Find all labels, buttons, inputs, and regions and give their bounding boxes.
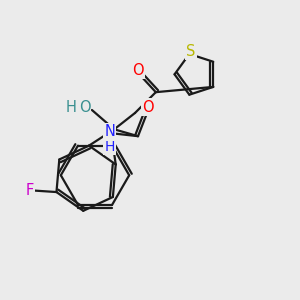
Text: S: S — [186, 44, 196, 59]
Text: O: O — [142, 100, 154, 115]
Text: O: O — [132, 63, 144, 78]
Text: H: H — [105, 140, 115, 154]
Text: N: N — [104, 124, 115, 139]
Text: F: F — [26, 183, 34, 198]
Text: H: H — [66, 100, 76, 115]
Text: O: O — [79, 100, 90, 115]
